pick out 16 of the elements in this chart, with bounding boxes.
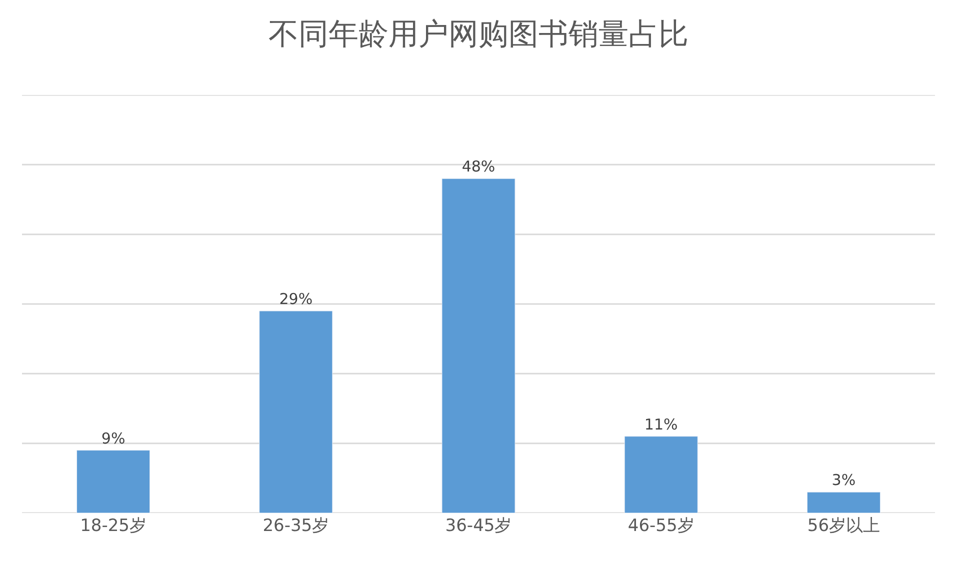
bar	[624, 436, 698, 513]
bar	[76, 450, 150, 513]
x-tick-label: 26-35岁	[262, 516, 330, 536]
x-tick-label: 46-55岁	[628, 516, 694, 536]
data-label: 29%	[279, 290, 313, 308]
data-label: 48%	[462, 158, 496, 176]
bar	[442, 178, 516, 513]
data-label: 9%	[101, 429, 126, 448]
data-label: 3%	[832, 471, 856, 490]
x-tick-label: 36-45岁	[445, 516, 512, 536]
x-tick-label: 56岁以上	[807, 516, 880, 536]
chart-title: 不同年龄用户网购图书销量占比	[268, 16, 688, 52]
bar	[806, 492, 880, 513]
data-label: 11%	[644, 415, 678, 434]
x-tick-label: 18-25岁	[80, 516, 147, 536]
bar	[259, 310, 333, 513]
